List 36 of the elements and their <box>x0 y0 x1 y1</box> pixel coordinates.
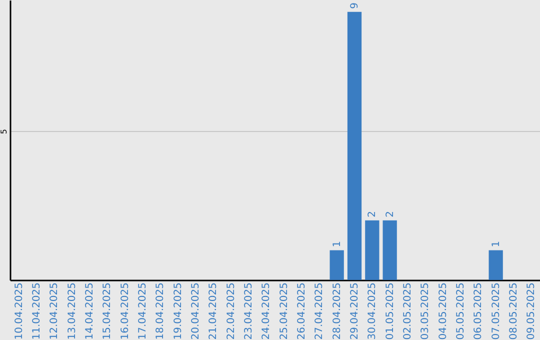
x-tick-label: 14.04.2025 <box>84 282 96 340</box>
x-tick-label: 27.04.2025 <box>314 282 326 340</box>
x-tick-label: 18.04.2025 <box>155 282 166 340</box>
y-tick-label: 5 <box>0 129 8 134</box>
x-tick-label: 30.04.2025 <box>367 282 378 340</box>
x-tick-label: 07.05.2025 <box>490 282 502 340</box>
x-tick-label: 15.04.2025 <box>102 282 114 340</box>
x-tick-label: 16.04.2025 <box>120 282 131 340</box>
x-tick-label: 23.04.2025 <box>244 282 254 340</box>
data-label: 1 <box>490 240 502 248</box>
data-label: 2 <box>367 211 378 218</box>
x-tick-label: 10.04.2025 <box>14 282 25 340</box>
x-tick-label: 24.04.2025 <box>261 282 272 340</box>
x-tick-label: 11.04.2025 <box>32 282 42 340</box>
x-tick-label: 13.04.2025 <box>66 282 78 340</box>
x-tick-label: 17.04.2025 <box>138 282 148 340</box>
x-tick-label: 29.04.2025 <box>350 282 360 340</box>
x-tick-label: 22.04.2025 <box>226 282 237 340</box>
x-tick-label: 26.04.2025 <box>296 282 308 340</box>
x-tick-label: 25.04.2025 <box>278 282 290 340</box>
x-tick-label: 20.04.2025 <box>190 282 202 340</box>
x-tick-label: 06.05.2025 <box>473 282 484 340</box>
x-tick-label: 04.05.2025 <box>438 282 449 340</box>
x-tick-label: 21.04.2025 <box>208 282 220 340</box>
x-tick-label: 02.05.2025 <box>402 282 414 340</box>
x-tick-label: 05.05.2025 <box>456 282 466 340</box>
x-tick-label: 03.05.2025 <box>420 282 432 340</box>
x-tick-label: 08.05.2025 <box>508 282 520 340</box>
data-label: 1 <box>332 240 343 248</box>
x-tick-label: 28.04.2025 <box>332 282 343 340</box>
data-label: 9 <box>350 2 360 9</box>
x-tick-label: 19.04.2025 <box>172 282 184 340</box>
x-tick-label: 01.05.2025 <box>384 282 396 340</box>
x-tick-label: 09.05.2025 <box>526 282 538 340</box>
data-label: 2 <box>384 211 396 218</box>
x-tick-label: 12.04.2025 <box>49 282 60 340</box>
